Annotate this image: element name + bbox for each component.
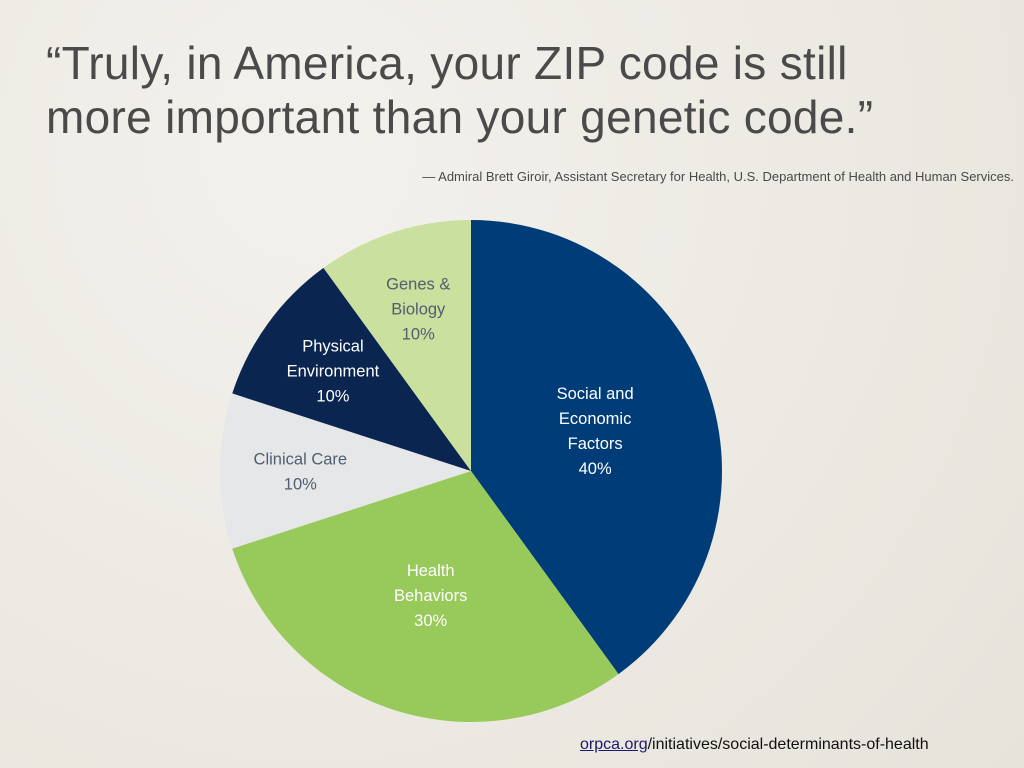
slice-label-genes-biology: Genes & Biology 10% (386, 276, 450, 344)
source-link[interactable]: orpca.org (580, 736, 648, 753)
source-path: /initiatives/social-determinants-of-heal… (647, 736, 929, 753)
slice-label-clinical-care: Clinical Care 10% (254, 451, 348, 494)
quote: “Truly, in America, your ZIP code is sti… (46, 36, 1006, 144)
slice-label-physical-environment: Physical Environment 10% (287, 338, 380, 406)
slice-label-health-behaviors: Health Behaviors 30% (394, 562, 467, 630)
quote-line-2: more important than your genetic code.” (46, 91, 874, 143)
attribution: — Admiral Brett Giroir, Assistant Secret… (422, 169, 1014, 184)
pie-slice-physical-environment (232, 267, 471, 471)
slice-label-social-and-economic-factors: Social and Economic Factors 40% (557, 385, 634, 478)
pie-slice-clinical-care (220, 393, 471, 549)
pie-slice-social-and-economic-factors (471, 220, 723, 675)
pie-slice-genes-biology (323, 220, 471, 471)
quote-line-1: “Truly, in America, your ZIP code is sti… (46, 37, 848, 89)
pie-slice-health-behaviors (232, 471, 619, 722)
source-citation: orpca.org/initiatives/social-determinant… (580, 736, 929, 754)
